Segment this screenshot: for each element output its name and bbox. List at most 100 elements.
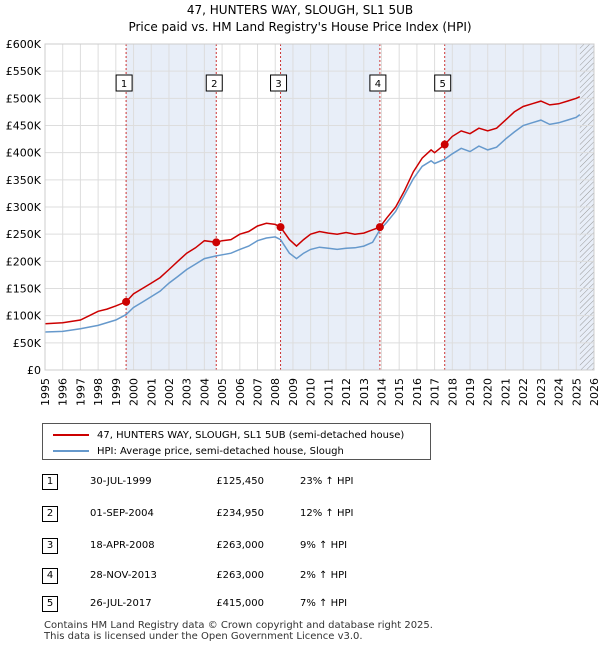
y-tick-label: £350K — [6, 174, 42, 187]
sale-label-box-5 — [434, 74, 452, 92]
sale-date: 28-NOV-2013 — [90, 570, 157, 581]
y-tick-label: £50K — [13, 337, 42, 350]
sale-label-text-5: 5 — [440, 79, 446, 90]
x-tick-label: 2020 — [482, 378, 495, 406]
hpi-series-line — [44, 114, 581, 333]
sale-point-1 — [122, 297, 131, 306]
sale-number-badge: 4 — [42, 568, 58, 584]
legend-swatch-hpi — [53, 450, 89, 452]
price-series-line — [44, 96, 581, 325]
footer-licence: This data is licensed under the Open Gov… — [44, 631, 363, 642]
x-tick-label: 2012 — [340, 378, 353, 406]
sale-label-text-1: 1 — [121, 79, 127, 90]
x-tick-label: 1997 — [74, 378, 87, 406]
y-tick-label: £500K — [6, 92, 42, 105]
x-tick-label: 2023 — [535, 378, 548, 406]
x-tick-label: 2013 — [358, 378, 371, 406]
sale-label-text-3: 3 — [275, 79, 281, 90]
sale-point-2 — [212, 238, 221, 247]
price-chart: 47, HUNTERS WAY, SLOUGH, SL1 5UB Price p… — [6, 3, 600, 406]
sale-label-text-2: 2 — [211, 79, 217, 90]
sale-label-box-4 — [369, 74, 387, 92]
x-tick-label: 2009 — [287, 378, 300, 406]
sale-hpi-change: 7% ↑ HPI — [300, 598, 348, 609]
sale-point-3 — [276, 223, 285, 232]
legend-item-price: 47, HUNTERS WAY, SLOUGH, SL1 5UB (semi-d… — [53, 428, 404, 442]
y-tick-label: £550K — [6, 65, 42, 78]
x-tick-label: 2007 — [252, 378, 265, 406]
x-tick-label: 2019 — [464, 378, 477, 406]
footer-copyright: Contains HM Land Registry data © Crown c… — [44, 620, 433, 631]
y-tick-label: £150K — [6, 283, 42, 296]
x-tick-label: 2016 — [411, 378, 424, 406]
y-tick-label: £0 — [27, 364, 41, 377]
x-tick-label: 2015 — [393, 378, 406, 406]
sale-price: £415,000 — [216, 598, 264, 609]
table-row: 1 30-JUL-1999 £125,450 23% ↑ HPI — [42, 474, 422, 492]
x-tick-label: 2021 — [499, 378, 512, 406]
x-tick-label: 2014 — [375, 378, 388, 406]
sale-price: £263,000 — [216, 570, 264, 581]
x-tick-label: 2026 — [588, 378, 600, 406]
sale-label-text-4: 4 — [375, 79, 381, 90]
sale-hpi-change: 9% ↑ HPI — [300, 540, 348, 551]
x-tick-label: 2017 — [429, 378, 442, 406]
sale-price: £263,000 — [216, 540, 264, 551]
x-tick-label: 2011 — [322, 378, 335, 406]
x-tick-label: 2005 — [216, 378, 229, 406]
table-row: 2 01-SEP-2004 £234,950 12% ↑ HPI — [42, 506, 422, 524]
y-tick-label: £100K — [6, 310, 42, 323]
sale-number-badge: 3 — [42, 538, 58, 554]
x-tick-label: 2004 — [198, 378, 211, 406]
x-tick-label: 1999 — [110, 378, 123, 406]
sale-label-box-3 — [270, 74, 288, 92]
x-tick-label: 1996 — [57, 378, 70, 406]
y-tick-label: £450K — [6, 120, 42, 133]
sale-price: £234,950 — [216, 508, 264, 519]
y-tick-label: £250K — [6, 228, 42, 241]
y-tick-label: £200K — [6, 255, 42, 268]
sale-hpi-change: 12% ↑ HPI — [300, 508, 354, 519]
x-tick-label: 2003 — [181, 378, 194, 406]
x-tick-label: 2025 — [570, 378, 583, 406]
table-row: 4 28-NOV-2013 £263,000 2% ↑ HPI — [42, 568, 422, 586]
legend-item-hpi: HPI: Average price, semi-detached house,… — [53, 444, 344, 458]
x-tick-label: 1995 — [39, 378, 52, 406]
legend-swatch-price — [53, 434, 89, 436]
x-tick-label: 2010 — [305, 378, 318, 406]
sale-date: 30-JUL-1999 — [90, 476, 152, 487]
footer-attribution: Contains HM Land Registry data © Crown c… — [44, 620, 433, 642]
sale-price: £125,450 — [216, 476, 264, 487]
table-row: 5 26-JUL-2017 £415,000 7% ↑ HPI — [42, 596, 422, 614]
sale-point-5 — [440, 140, 449, 149]
x-tick-label: 2000 — [128, 378, 141, 406]
x-tick-label: 2001 — [145, 378, 158, 406]
x-tick-label: 2008 — [269, 378, 282, 406]
sale-date: 26-JUL-2017 — [90, 598, 152, 609]
sale-number-badge: 2 — [42, 506, 58, 522]
chart-subtitle: Price paid vs. HM Land Registry's House … — [128, 20, 471, 34]
sale-point-4 — [375, 223, 384, 232]
x-tick-label: 2018 — [446, 378, 459, 406]
sale-hpi-change: 2% ↑ HPI — [300, 570, 348, 581]
y-tick-label: £600K — [6, 38, 42, 51]
x-tick-label: 2002 — [163, 378, 176, 406]
sale-label-box-2 — [205, 74, 223, 92]
legend: 47, HUNTERS WAY, SLOUGH, SL1 5UB (semi-d… — [42, 423, 431, 460]
table-row: 3 18-APR-2008 £263,000 9% ↑ HPI — [42, 538, 422, 556]
chart-title: 47, HUNTERS WAY, SLOUGH, SL1 5UB — [187, 3, 413, 17]
x-tick-label: 1998 — [92, 378, 105, 406]
plot-area: 1 2 3 4 5 £0 £50K £100K £150K £200K £250K £300K £350… — [6, 38, 600, 406]
legend-label-hpi: HPI: Average price, semi-detached house,… — [97, 445, 344, 457]
sale-number-badge: 5 — [42, 596, 58, 612]
legend-label-price: 47, HUNTERS WAY, SLOUGH, SL1 5UB (semi-d… — [97, 429, 405, 441]
sale-number-badge: 1 — [42, 474, 58, 490]
x-tick-label: 2022 — [517, 378, 530, 406]
sale-date: 01-SEP-2004 — [90, 508, 154, 519]
x-tick-label: 2006 — [234, 378, 247, 406]
x-tick-label: 2024 — [553, 378, 566, 406]
sale-date: 18-APR-2008 — [90, 540, 155, 551]
y-tick-label: £400K — [6, 147, 42, 160]
sale-label-box-1 — [115, 74, 133, 92]
plot-frame — [44, 43, 595, 371]
